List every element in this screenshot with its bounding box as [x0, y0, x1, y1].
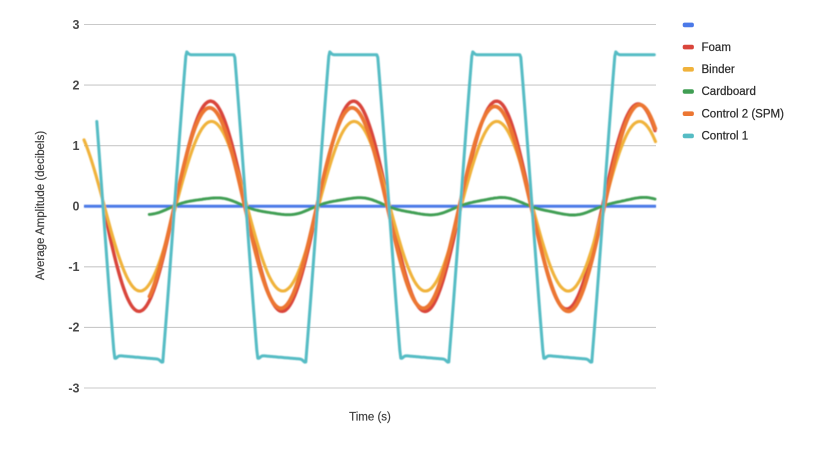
svg-text:2: 2 — [73, 78, 80, 92]
svg-text:-3: -3 — [68, 381, 79, 395]
svg-text:Control 2 (SPM): Control 2 (SPM) — [702, 108, 785, 120]
svg-text:0: 0 — [73, 200, 80, 214]
svg-text:Time (s): Time (s) — [349, 412, 391, 424]
svg-text:Average Amplitude (decibels): Average Amplitude (decibels) — [35, 131, 47, 281]
svg-text:3: 3 — [73, 18, 80, 32]
svg-text:Foam: Foam — [702, 42, 731, 54]
svg-text:Cardboard: Cardboard — [702, 86, 756, 98]
svg-text:-2: -2 — [68, 321, 79, 335]
svg-text:-1: -1 — [68, 260, 79, 274]
svg-text:1: 1 — [73, 139, 80, 153]
svg-text:Binder: Binder — [702, 64, 735, 76]
svg-text:Control 1: Control 1 — [702, 131, 749, 143]
